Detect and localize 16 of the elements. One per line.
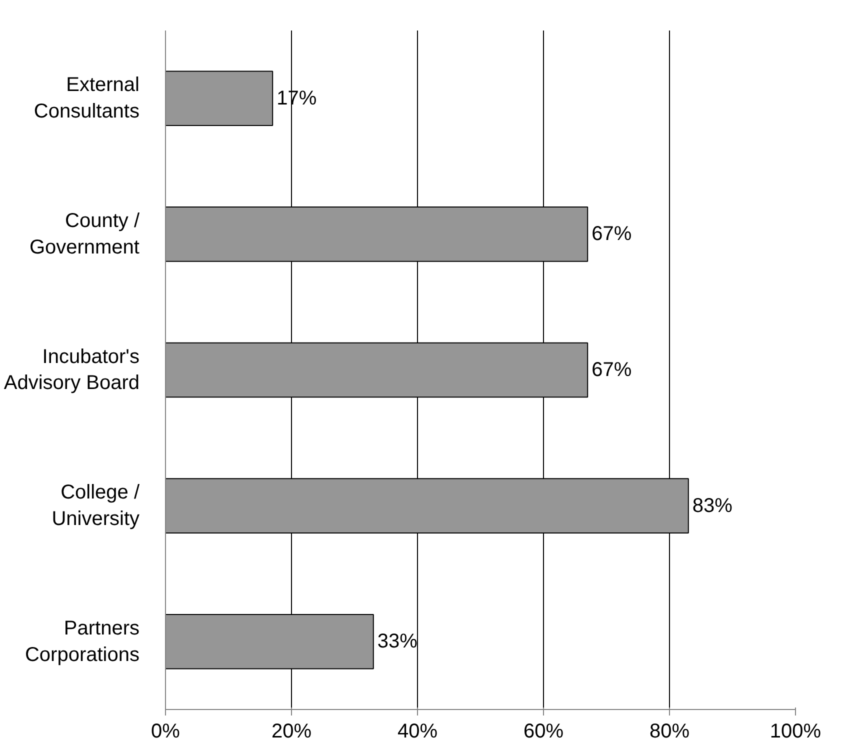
data-label: 67% <box>592 223 632 246</box>
bar <box>166 70 274 126</box>
data-label: 83% <box>692 494 733 517</box>
data-label: 33% <box>377 630 418 653</box>
x-tick-label: 60% <box>523 720 564 742</box>
data-label: 67% <box>592 359 632 381</box>
x-tick-label: 40% <box>397 720 438 742</box>
y-tick-label: External Consultants <box>34 74 140 123</box>
x-tick-label: 0% <box>151 720 180 742</box>
y-tick-label: County / Government <box>29 210 140 258</box>
x-tick-label: 20% <box>271 720 312 742</box>
y-tick-label: College / University <box>52 482 140 530</box>
y-tick-label: Incubator's Advisory Board <box>4 346 140 394</box>
x-tick-label: 100% <box>770 720 822 742</box>
x-tick-label: 80% <box>649 720 690 742</box>
y-tick-label: Partners Corporations <box>25 617 140 666</box>
